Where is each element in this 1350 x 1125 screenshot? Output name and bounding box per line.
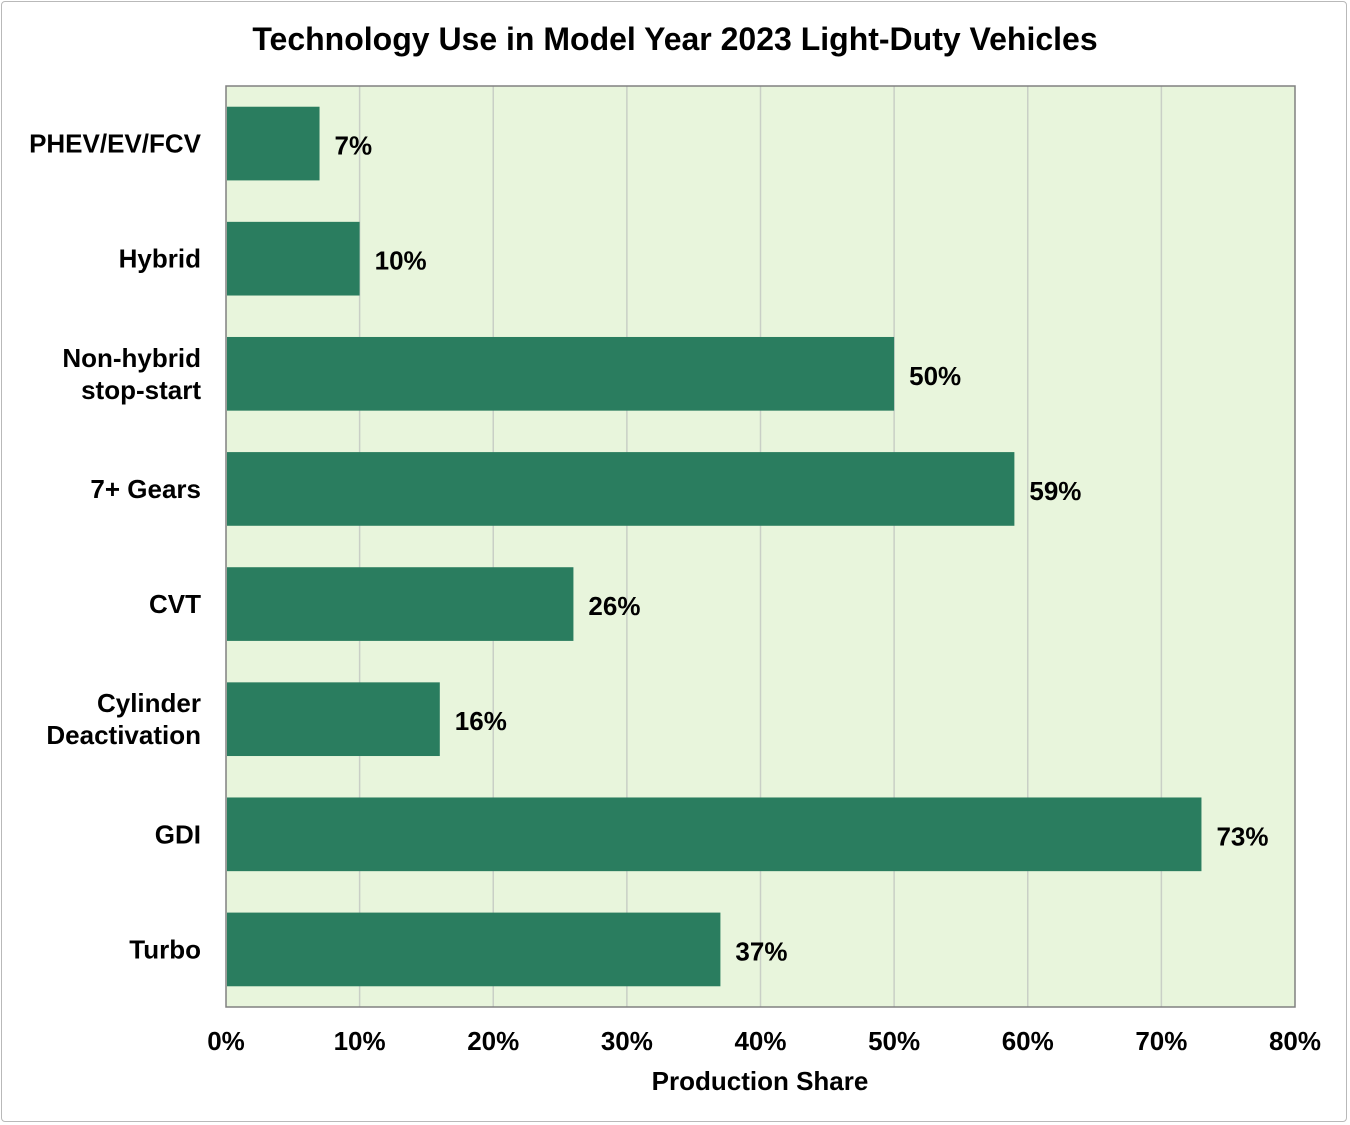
data-label: 26% (588, 591, 640, 621)
x-tick-label: 10% (334, 1026, 386, 1056)
x-tick-label: 40% (734, 1026, 786, 1056)
data-label: 16% (455, 706, 507, 736)
category-labels: PHEV/EV/FCV Hybrid Non-hybrid stop-start 7+ … (29, 129, 202, 965)
x-tick-label: 0% (207, 1026, 245, 1056)
bar (227, 221, 360, 296)
data-labels: 7% 10% 50% 59% 26% 16% 73% 37% (335, 131, 1269, 967)
category-label: GDI (155, 819, 201, 849)
bar (227, 336, 895, 411)
bar (227, 452, 1015, 526)
bar (227, 106, 320, 181)
chart-title: Technology Use in Model Year 2023 Light-… (252, 21, 1097, 57)
data-label: 50% (909, 361, 961, 391)
category-label: Turbo (129, 934, 201, 964)
category-label: Hybrid (119, 244, 201, 274)
x-tick-label: 20% (467, 1026, 519, 1056)
bar (227, 797, 1202, 872)
category-label: Cylinder Deactivation (46, 688, 201, 750)
bar (227, 912, 721, 987)
x-tick-label: 70% (1135, 1026, 1187, 1056)
x-tick-label: 30% (601, 1026, 653, 1056)
x-tick-label: 60% (1002, 1026, 1054, 1056)
data-label: 73% (1216, 821, 1268, 851)
data-label: 37% (735, 936, 787, 966)
x-axis-label: Production Share (652, 1066, 869, 1096)
category-label: CVT (149, 589, 201, 619)
category-label: Non-hybrid stop-start (62, 343, 201, 405)
bar (227, 567, 574, 641)
plot-border (225, 85, 1296, 1008)
x-tick-label: 80% (1269, 1026, 1321, 1056)
bar (227, 682, 440, 757)
bars (227, 106, 1202, 987)
data-label: 59% (1029, 476, 1081, 506)
category-label: PHEV/EV/FCV (29, 129, 202, 159)
category-label: 7+ Gears (90, 474, 201, 504)
x-tick-label: 50% (868, 1026, 920, 1056)
data-label: 7% (335, 131, 373, 161)
x-axis-ticks: 0% 10% 20% 30% 40% 50% 60% 70% 80% (207, 1026, 1321, 1056)
data-label: 10% (375, 246, 427, 276)
